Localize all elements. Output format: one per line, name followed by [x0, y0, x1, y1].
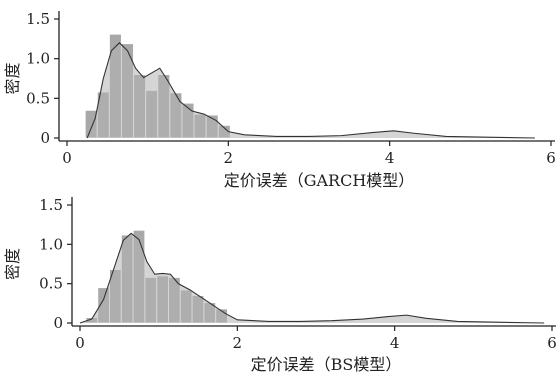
y-tick-label: 1.0 [26, 50, 50, 68]
panel-garch: 0 2 4 6 0 0.5 1.0 1.5 定价误差（GARCH模型） 密度 [3, 10, 556, 190]
x-axis-title: 定价误差（GARCH模型） [224, 171, 415, 190]
kde-curve [86, 42, 535, 139]
y-tick-label: 0.5 [39, 275, 63, 293]
x-tick-label: 6 [547, 334, 557, 352]
kde-curve [79, 232, 545, 324]
y-tick-label: 0 [53, 314, 63, 332]
y-tick-label: 0.5 [26, 89, 50, 107]
y-tick-label: 1.5 [26, 10, 50, 28]
kde-area [87, 42, 535, 138]
x-tick-label: 2 [233, 334, 243, 352]
x-tick-label: 6 [546, 149, 556, 167]
axis-ticks: 0 2 4 6 0 0.5 1.0 1.5 [26, 10, 556, 167]
y-tick-label: 0 [40, 129, 50, 147]
y-axis-title: 密度 [3, 248, 22, 280]
y-tick-label: 1.5 [39, 196, 63, 214]
x-axis-title: 定价误差（BS模型） [251, 355, 402, 374]
x-tick-label: 4 [385, 149, 395, 167]
x-tick-label: 0 [75, 334, 85, 352]
x-tick-label: 4 [390, 334, 400, 352]
kde-area [80, 233, 545, 323]
x-tick-label: 0 [62, 149, 72, 167]
axis-ticks: 0 2 4 6 0 0.5 1.0 1.5 [39, 196, 557, 352]
y-axis-title: 密度 [3, 62, 22, 94]
x-tick-label: 2 [224, 149, 234, 167]
panel-bs: 0 2 4 6 0 0.5 1.0 1.5 定价误差（BS模型） 密度 [3, 196, 557, 374]
y-tick-label: 1.0 [39, 235, 63, 253]
